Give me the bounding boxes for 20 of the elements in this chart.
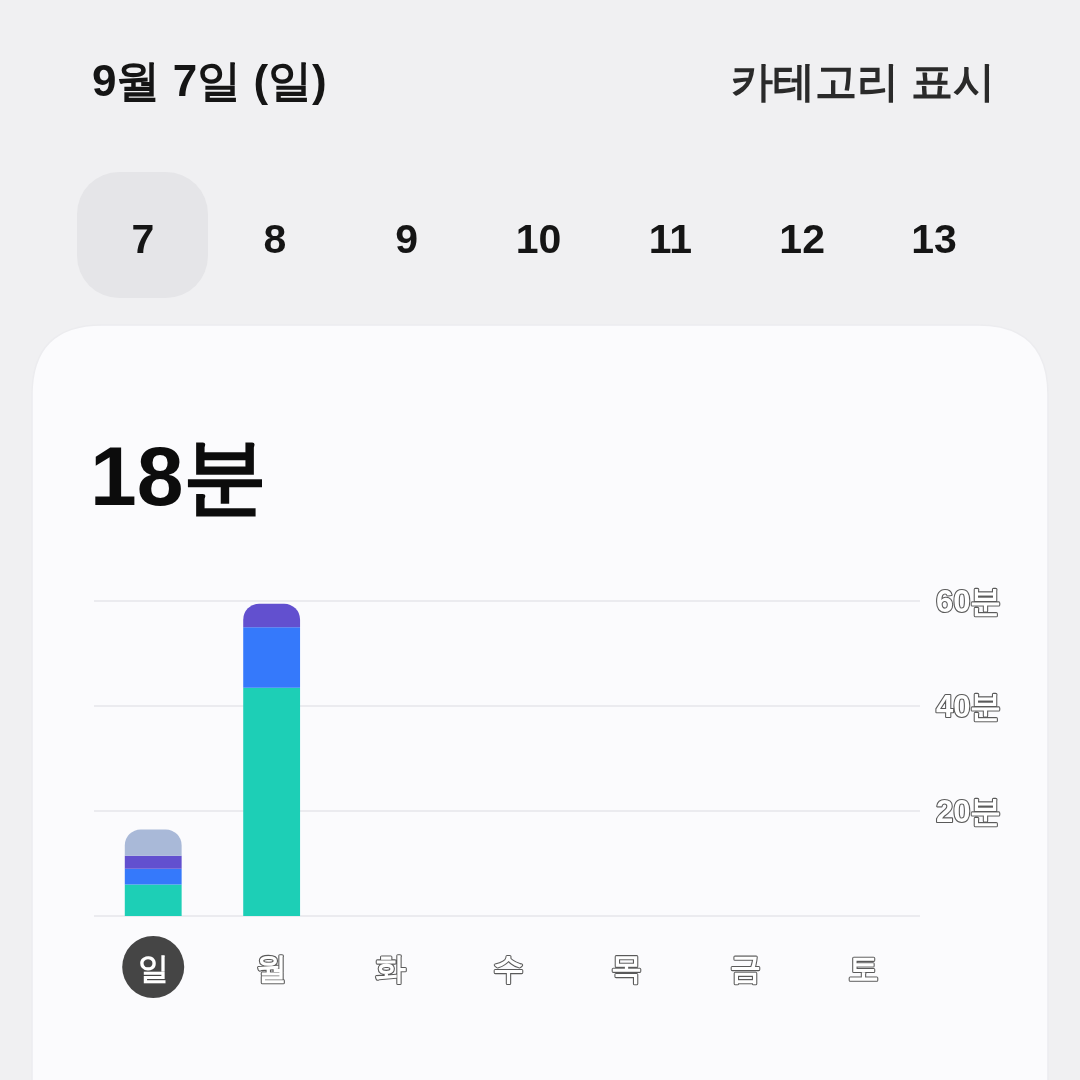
subtitle: 18분 xyxy=(90,429,268,523)
annotation: 7 xyxy=(131,216,155,262)
annotation: 13 xyxy=(911,216,957,262)
annotation: 9 xyxy=(395,216,419,262)
annotation: 10 xyxy=(515,216,562,262)
xtick-label: 월 xyxy=(256,951,288,986)
annotation: 12 xyxy=(779,216,825,262)
xtick-label: 목 xyxy=(611,951,643,986)
xtick-label: 일 xyxy=(137,951,169,986)
annotation: 카테고리 표시 xyxy=(731,58,995,105)
ytick-label: 20분 xyxy=(936,794,1002,829)
xtick-label: 수 xyxy=(493,951,524,986)
annotation: 8 xyxy=(263,216,287,262)
annotation: 11 xyxy=(648,216,692,262)
xtick-label: 금 xyxy=(729,951,761,986)
xtick-label: 토 xyxy=(848,951,880,986)
xtick-label: 화 xyxy=(374,951,406,986)
ytick-label: 60분 xyxy=(936,584,1002,619)
title: 9월 7일 (일) xyxy=(92,56,327,105)
ytick-label: 40분 xyxy=(936,689,1002,724)
